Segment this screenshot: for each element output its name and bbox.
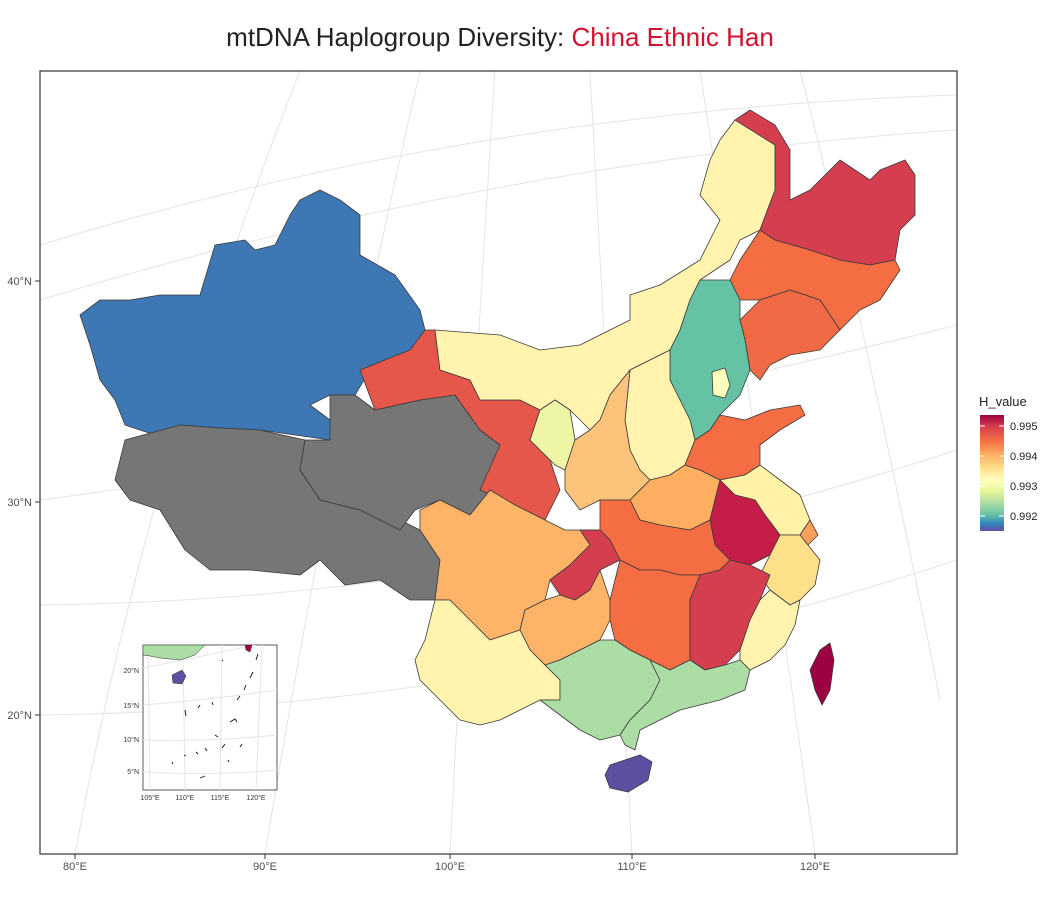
region-shandong[interactable] [684, 404, 806, 481]
map-title-highlight: China Ethnic Han [571, 22, 774, 52]
inset-map: 20°N 15°N 10°N 5°N 105°E 110°E 115°E 120… [123, 644, 278, 802]
inset-mainland [143, 645, 206, 661]
map-title-main: mtDNA Haplogroup Diversity: [226, 22, 572, 52]
x-tick-label: 120°E [800, 861, 830, 873]
legend-label: 0.992 [1010, 511, 1038, 523]
x-tick-label: 110°E [617, 861, 646, 873]
region-yunnan[interactable] [414, 599, 561, 726]
y-tick-label: 40°N [7, 276, 32, 288]
x-tick-label: 90°E [253, 861, 277, 873]
region-zhejiang[interactable] [759, 534, 821, 606]
x-tick-label: 80°E [63, 861, 87, 873]
inset-x-tick-label: 105°E [140, 794, 159, 802]
legend-label: 0.994 [1010, 451, 1038, 463]
inset-x-tick-label: 115°E [211, 794, 230, 802]
region-guangdong[interactable] [619, 659, 751, 751]
inset-x-tick-label: 120°E [246, 794, 265, 802]
province-layer [79, 109, 916, 793]
legend-title: H_value [979, 394, 1027, 409]
y-tick-label: 20°N [7, 710, 32, 722]
legend-label: 0.993 [1010, 481, 1038, 493]
inset-panel [142, 644, 278, 791]
map-panel-border [39, 70, 958, 855]
region-taiwan[interactable] [809, 642, 835, 706]
x-tick-label: 100°E [435, 861, 465, 873]
legend-colorbar [980, 415, 1004, 531]
inset-y-tick-label: 15°N [123, 702, 139, 710]
x-axis: 80°E 90°E 100°E 110°E 120°E [63, 854, 830, 873]
map-title: mtDNA Haplogroup Diversity: China Ethnic… [0, 22, 1000, 53]
inset-y-tick-label: 10°N [123, 736, 139, 744]
inset-y-tick-label: 20°N [123, 667, 139, 675]
region-guangxi[interactable] [539, 639, 661, 741]
y-axis: 40°N 30°N 20°N [7, 276, 40, 722]
region-hainan[interactable] [604, 754, 653, 793]
y-tick-label: 30°N [7, 497, 32, 509]
region-beijing[interactable] [711, 367, 731, 399]
region-fujian[interactable] [739, 589, 801, 671]
inset-islands [171, 653, 259, 779]
region-tibet[interactable] [114, 424, 441, 601]
inset-y-tick-label: 5°N [127, 768, 139, 776]
inset-hainan [171, 669, 187, 685]
color-legend: H_value 0.995 0.994 0.993 0.992 [979, 394, 1038, 531]
inset-taiwan [244, 645, 253, 653]
legend-label: 0.995 [1010, 421, 1038, 433]
inset-x-tick-label: 110°E [176, 794, 195, 802]
